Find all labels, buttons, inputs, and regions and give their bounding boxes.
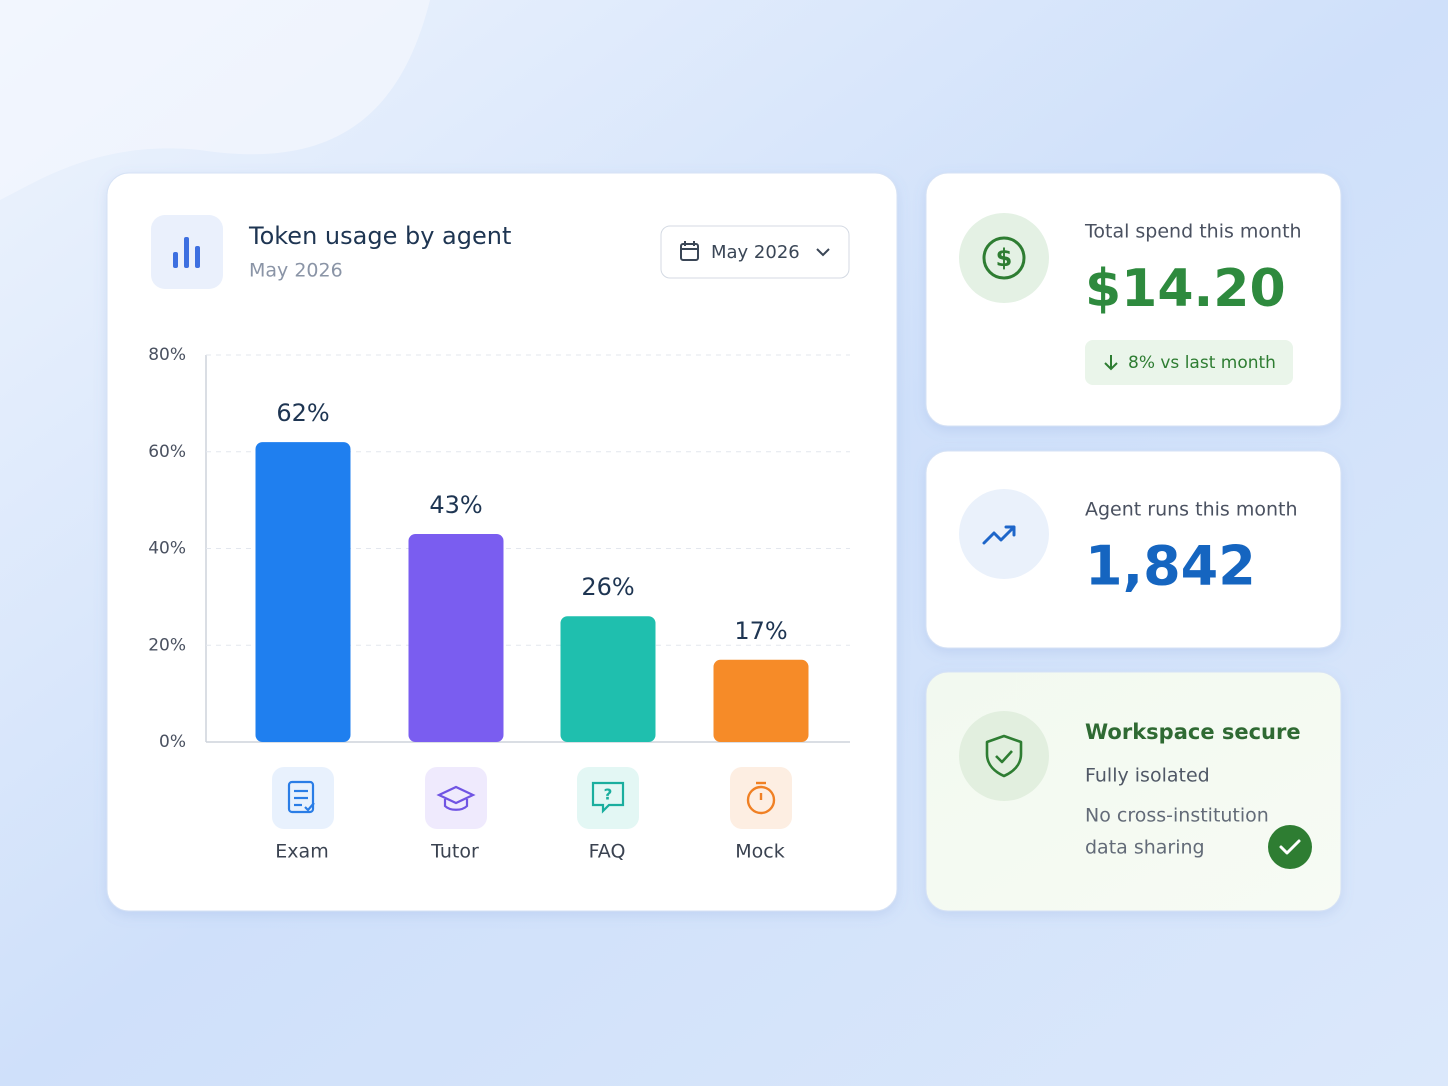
x-tick-label: Tutor [430, 841, 479, 863]
chevron [816, 248, 830, 257]
category-icons: ? [272, 767, 792, 829]
date-picker[interactable] [660, 225, 850, 279]
chart-title: Token usage by agent [248, 222, 511, 250]
bar [560, 616, 656, 742]
down-arrow [1104, 355, 1118, 371]
value-label: 43% [429, 491, 482, 519]
background-shape [0, 0, 430, 200]
bar [408, 533, 504, 742]
security-icon [959, 711, 1049, 801]
trend-icon [982, 525, 1016, 545]
spend-value: $14.20 [1085, 259, 1286, 319]
spend-icon-glyph: $ [996, 244, 1013, 272]
spend-change: 8% vs last month [1128, 353, 1276, 373]
value-label: 26% [581, 573, 634, 601]
y-tick-label: 40% [148, 539, 186, 559]
security-title: Workspace secure [1085, 720, 1301, 744]
y-tick-label: 60% [148, 442, 186, 462]
chart-icon-bars [173, 237, 200, 268]
spend-icon-ring [982, 236, 1026, 280]
change-pill [1085, 340, 1293, 385]
security-note: No cross-institution [1085, 805, 1269, 827]
faq-icon-glyph: ? [604, 786, 613, 804]
runs-label: Agent runs this month [1085, 499, 1298, 521]
calendar-icon [680, 241, 699, 261]
value-label: 17% [734, 617, 787, 645]
x-tick-label: FAQ [589, 841, 626, 863]
x-tick-label: Mock [735, 841, 784, 863]
y-tick-label: 0% [159, 732, 186, 752]
value-label: 62% [276, 399, 329, 427]
bar [713, 659, 809, 742]
runs-icon [959, 489, 1049, 579]
y-tick-label: 20% [148, 635, 186, 655]
date-picker-label[interactable]: May 2026 [711, 242, 800, 263]
check-badge [1268, 825, 1312, 869]
bar [255, 442, 351, 742]
security-status: Fully isolated [1085, 765, 1210, 787]
check-mark [1279, 839, 1301, 855]
spend-label: Total spend this month [1084, 221, 1302, 243]
shield-icon [985, 734, 1023, 778]
runs-value: 1,842 [1085, 535, 1256, 598]
x-tick-label: Exam [275, 841, 328, 863]
chart-subtitle: May 2026 [249, 260, 343, 282]
security-note: data sharing [1085, 837, 1205, 859]
y-tick-label: 80% [148, 345, 186, 365]
spend-icon [959, 213, 1049, 303]
